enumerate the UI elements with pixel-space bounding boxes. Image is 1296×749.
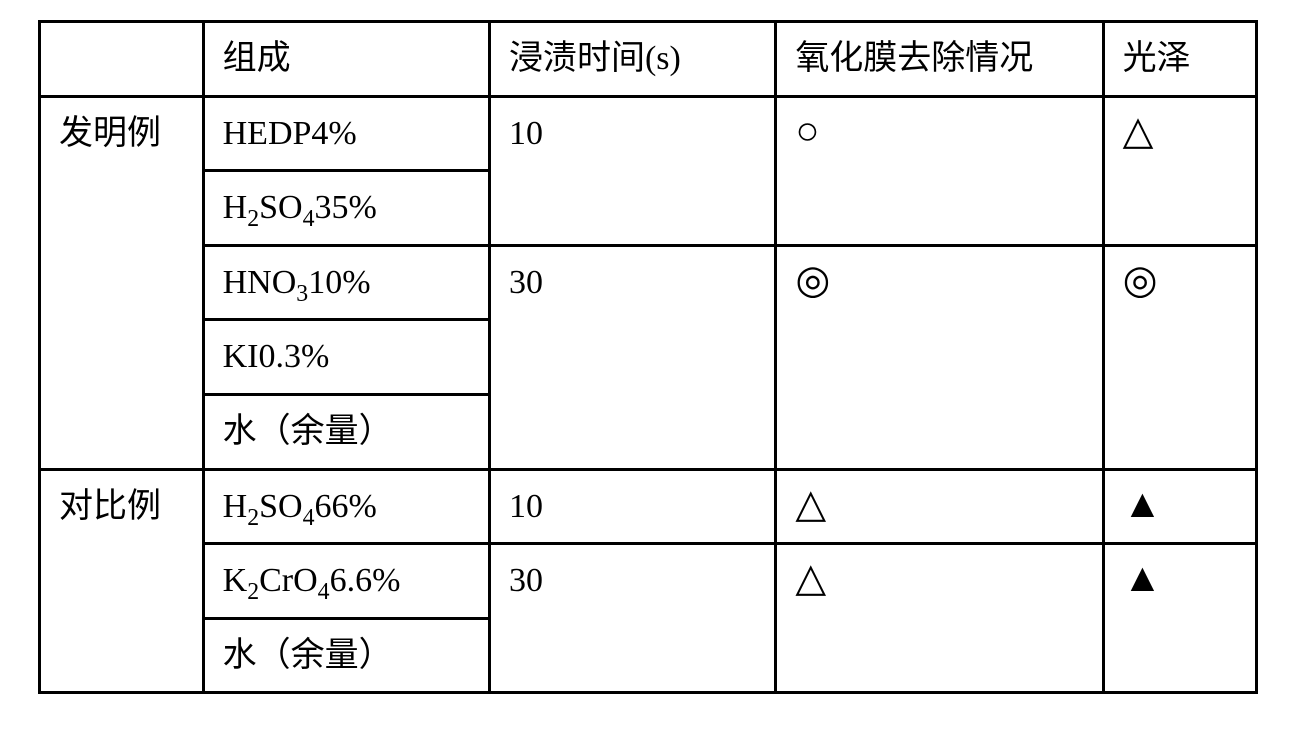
invention-comp-1a: HEDP4% (203, 96, 489, 171)
triangle-open-icon: △ (795, 555, 826, 600)
comparative-comp-2a: K2CrO46.6% (203, 544, 489, 619)
comparative-comp-1a: H2SO466% (203, 469, 489, 544)
group-invention: 发明例 (40, 96, 204, 469)
invention-row-1: 发明例 HEDP4% 10 ○ △ (40, 96, 1257, 171)
comparison-table: 组成 浸渍时间(s) 氧化膜去除情况 光泽 发明例 HEDP4% 10 ○ △ … (38, 20, 1258, 694)
comparative-row-1: 对比例 H2SO466% 10 △ ▲ (40, 469, 1257, 544)
double-circle-icon: ◎ (1123, 257, 1158, 302)
invention-time-1: 10 (489, 96, 775, 245)
comparative-comp-2b: 水（余量） (203, 618, 489, 693)
comparative-gloss-2: ▲ (1103, 544, 1256, 693)
comparative-gloss-1: ▲ (1103, 469, 1256, 544)
header-soak-time: 浸渍时间(s) (489, 22, 775, 97)
invention-oxide-2: ◎ (776, 245, 1103, 469)
invention-time-2: 30 (489, 245, 775, 469)
circle-icon: ○ (795, 108, 819, 153)
invention-comp-1b: H2SO435% (203, 171, 489, 246)
triangle-open-icon: △ (1123, 108, 1154, 153)
double-circle-icon: ◎ (795, 257, 830, 302)
triangle-open-icon: △ (795, 481, 826, 526)
invention-gloss-2: ◎ (1103, 245, 1256, 469)
comparative-row-2: K2CrO46.6% 30 △ ▲ (40, 544, 1257, 619)
invention-gloss-1: △ (1103, 96, 1256, 245)
triangle-filled-icon: ▲ (1123, 555, 1163, 600)
invention-comp-2c: 水（余量） (203, 394, 489, 469)
comparative-time-2: 30 (489, 544, 775, 693)
invention-row-3: HNO310% 30 ◎ ◎ (40, 245, 1257, 320)
header-group (40, 22, 204, 97)
header-composition: 组成 (203, 22, 489, 97)
comparison-table-container: 组成 浸渍时间(s) 氧化膜去除情况 光泽 发明例 HEDP4% 10 ○ △ … (38, 20, 1258, 694)
comparative-oxide-2: △ (776, 544, 1103, 693)
header-gloss: 光泽 (1103, 22, 1256, 97)
comparative-time-1: 10 (489, 469, 775, 544)
invention-comp-2a: HNO310% (203, 245, 489, 320)
group-comparative: 对比例 (40, 469, 204, 693)
table-header-row: 组成 浸渍时间(s) 氧化膜去除情况 光泽 (40, 22, 1257, 97)
triangle-filled-icon: ▲ (1123, 481, 1163, 526)
invention-oxide-1: ○ (776, 96, 1103, 245)
header-oxide-removal: 氧化膜去除情况 (776, 22, 1103, 97)
invention-comp-2b: KI0.3% (203, 320, 489, 395)
comparative-oxide-1: △ (776, 469, 1103, 544)
